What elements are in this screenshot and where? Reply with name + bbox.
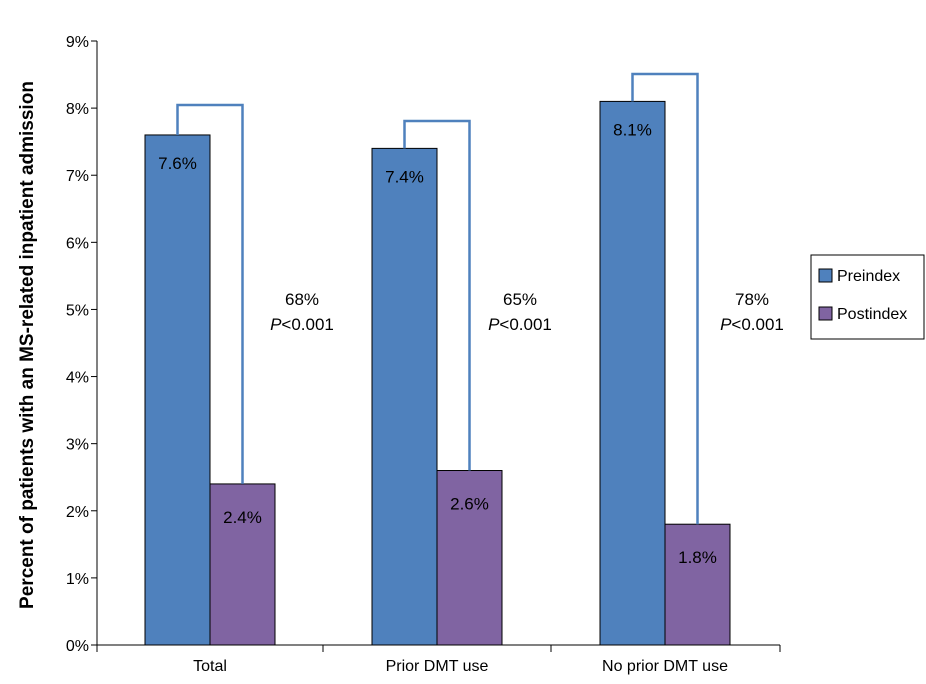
bar-postindex (664, 523, 731, 646)
y-tick-label: 2% (66, 504, 89, 521)
bar-postindex (436, 470, 503, 646)
y-tick-label: 9% (66, 34, 89, 51)
data-labels: 7.6% 2.4% 7.4% 2.6% 8.1% 1.8% (158, 120, 717, 567)
y-tick-label: 8% (66, 101, 89, 118)
data-label-preindex: 7.4% (385, 167, 424, 186)
y-axis-title: Percent of patients with an MS-related i… (17, 81, 38, 609)
annotation-percent: 68% (285, 290, 319, 309)
brackets (176, 72, 699, 525)
legend-label: Preindex (837, 268, 900, 285)
legend-swatch (818, 306, 833, 321)
bar-preindex (371, 147, 438, 646)
data-label-postindex: 2.6% (450, 495, 489, 514)
legend-swatch (818, 268, 833, 283)
y-tick-label: 4% (66, 370, 89, 387)
p-italic: P (270, 315, 282, 334)
p-italic: P (720, 315, 732, 334)
x-tick-label: Prior DMT use (386, 658, 489, 675)
data-label-preindex: 7.6% (158, 154, 197, 173)
legend-label: Postindex (837, 306, 907, 323)
y-tick-label: 3% (66, 437, 89, 454)
comparison-bracket (403, 119, 471, 471)
x-tick-label: No prior DMT use (602, 658, 728, 675)
y-tick-label: 1% (66, 571, 89, 588)
annotation-percent: 65% (503, 290, 537, 309)
legend: Preindex Postindex (810, 254, 925, 340)
annotation-pvalue: P<0.001 (720, 315, 784, 334)
comparison-bracket (176, 103, 244, 484)
data-label-postindex: 2.4% (223, 508, 262, 527)
y-tick-label: 6% (66, 235, 89, 252)
bars (144, 100, 731, 646)
y-tick-label: 7% (66, 168, 89, 185)
bar-postindex (209, 483, 276, 646)
y-tick-label: 0% (66, 638, 89, 655)
p-rest: <0.001 (499, 315, 551, 334)
bar-preindex (144, 134, 211, 646)
p-rest: <0.001 (281, 315, 333, 334)
annotation-pvalue: P<0.001 (270, 315, 334, 334)
p-italic: P (488, 315, 500, 334)
p-rest: <0.001 (731, 315, 783, 334)
comparison-bracket (631, 72, 699, 525)
data-label-postindex: 1.8% (678, 548, 717, 567)
annotation-percent: 78% (735, 290, 769, 309)
y-tick-label: 5% (66, 302, 89, 319)
axes: 0% 1% 2% 3% 4% 5% 6% 7% 8% 9% Total Prior DMT use No… (66, 34, 781, 675)
data-label-preindex: 8.1% (613, 120, 652, 139)
bar-preindex (599, 100, 666, 646)
annotation-pvalue: P<0.001 (488, 315, 552, 334)
x-tick-label: Total (193, 658, 227, 675)
